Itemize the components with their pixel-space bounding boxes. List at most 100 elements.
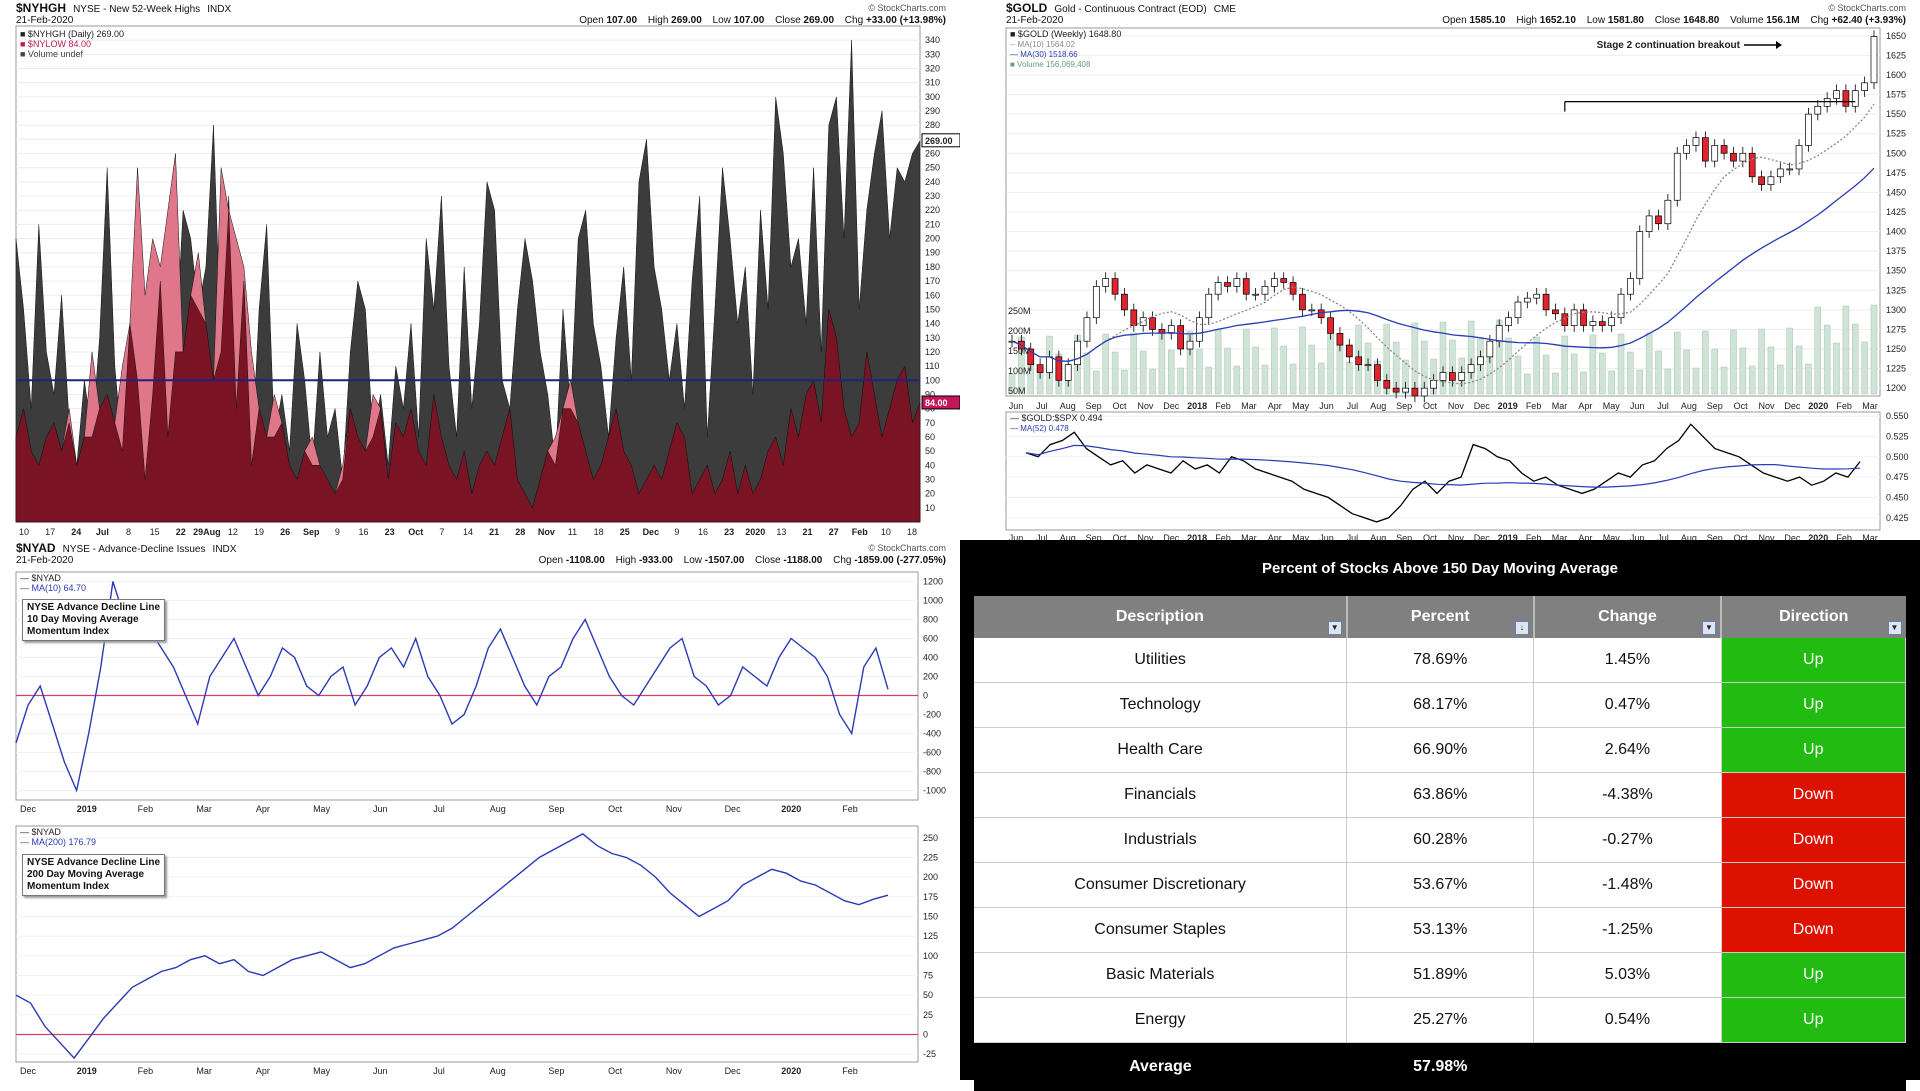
ratio-x-tick-label: Sep: [1707, 533, 1723, 540]
header-direction[interactable]: Direction▼: [1721, 596, 1905, 638]
x-tick-label: Nov: [1137, 401, 1154, 411]
x-tick-label: May: [313, 804, 331, 814]
volume-bar: [1281, 346, 1287, 394]
change-value: -1.25%: [1534, 908, 1721, 953]
header-percent[interactable]: Percent↓: [1347, 596, 1534, 638]
sort-desc-icon[interactable]: ↓: [1515, 621, 1529, 635]
volume-bar: [1824, 325, 1830, 394]
candle-body: [1515, 302, 1521, 318]
candle-body: [1468, 365, 1474, 373]
header-description[interactable]: Description▼: [974, 596, 1347, 638]
percent-value: 60.28%: [1347, 818, 1534, 863]
x-tick-label: 10: [881, 527, 891, 537]
volume-bar: [1571, 354, 1577, 394]
ratio-x-tick-label: Sep: [1396, 533, 1412, 540]
x-tick-label: 2019: [77, 804, 97, 814]
volume-tick-label: 200M: [1008, 326, 1031, 336]
x-tick-label: 16: [359, 527, 369, 537]
volume-bar: [1787, 328, 1793, 394]
nyhgh-panel: $NYHGH NYSE - New 52-Week Highs INDX © S…: [0, 0, 960, 540]
candle-body: [1318, 310, 1324, 318]
x-tick-label: Jun: [373, 1066, 388, 1076]
average-label: Average: [974, 1043, 1347, 1091]
candle-body: [1824, 98, 1830, 106]
filter-dropdown-icon[interactable]: ▼: [1888, 621, 1902, 635]
x-tick-label: 11: [568, 527, 577, 537]
nyhgh-exchange: INDX: [207, 4, 231, 15]
x-tick-label: 27: [829, 527, 839, 537]
y-tick-label: 1200: [923, 577, 943, 587]
candle-body: [1140, 318, 1146, 326]
x-tick-label: Feb: [1836, 401, 1852, 411]
candle-body: [1121, 294, 1127, 310]
legend-volume: ■ Volume 156,069,408: [1010, 60, 1091, 69]
ratio-tick-label: 0.475: [1886, 472, 1909, 482]
volume-tick-label: 100M: [1008, 366, 1031, 376]
candle-body: [1740, 153, 1746, 161]
x-tick-label: Jul: [433, 804, 445, 814]
y-tick-label: 330: [925, 49, 940, 59]
x-tick-label: 15: [150, 527, 160, 537]
legend-ma10: -- MA(10) 1564.02: [1010, 40, 1075, 49]
header-change[interactable]: Change▼: [1534, 596, 1721, 638]
y-tick-label: 1375: [1886, 246, 1906, 256]
y-tick-label: 125: [923, 931, 938, 941]
volume-bar: [1852, 324, 1858, 394]
volume-bar: [1834, 343, 1840, 394]
volume-bar: [1768, 347, 1774, 394]
filter-dropdown-icon[interactable]: ▼: [1702, 621, 1716, 635]
y-tick-label: 1400: [1886, 227, 1906, 237]
candle-body: [1477, 357, 1483, 365]
candle-body: [1871, 37, 1877, 83]
ratio-x-tick-label: Nov: [1448, 533, 1465, 540]
volume-bar: [1712, 349, 1718, 394]
legend-lows: ■ $NYLOW 84.00: [20, 39, 91, 49]
candle-body: [1131, 310, 1137, 326]
x-tick-label: Dec: [1163, 401, 1180, 411]
volume-bar: [1562, 336, 1568, 394]
direction-badge: Up: [1721, 953, 1905, 998]
volume-bar: [1299, 327, 1305, 394]
ratio-x-tick-label: Sep: [1086, 533, 1102, 540]
ratio-x-tick-label: Apr: [1268, 533, 1282, 540]
sector-name: Technology: [974, 683, 1347, 728]
volume-tick-label: 50M: [1008, 386, 1026, 396]
filter-dropdown-icon[interactable]: ▼: [1328, 621, 1342, 635]
percent-value: 25.27%: [1347, 998, 1534, 1043]
sector-name: Basic Materials: [974, 953, 1347, 998]
sector-name: Utilities: [974, 638, 1347, 683]
table-header-row: Description▼ Percent↓ Change▼ Direction▼: [974, 596, 1906, 638]
volume-bar: [1215, 330, 1221, 394]
x-tick-label: Jun: [1009, 401, 1024, 411]
x-tick-label: Jul: [1657, 401, 1669, 411]
x-tick-label: 2020: [745, 527, 765, 537]
candle-body: [1684, 145, 1690, 153]
candle-body: [1187, 341, 1193, 349]
legend-volume: ■ Volume undef: [20, 49, 83, 59]
y-tick-label: 180: [925, 262, 940, 272]
ratio-x-tick-label: Feb: [1215, 533, 1231, 540]
x-tick-label: Oct: [1734, 401, 1749, 411]
ratio-x-tick-label: Oct: [1423, 533, 1438, 540]
ratio-x-tick-label: Jul: [1036, 533, 1048, 540]
volume-bar: [1552, 373, 1558, 394]
candle-body: [1084, 318, 1090, 341]
candle-body: [1637, 232, 1643, 279]
x-tick-label: 22: [176, 527, 186, 537]
candle-body: [1768, 177, 1774, 185]
y-tick-label: 600: [923, 634, 938, 644]
y-tick-label: -25: [923, 1049, 936, 1059]
x-tick-label: Mar: [196, 1066, 212, 1076]
candle-body: [1243, 279, 1249, 295]
y-tick-label: 230: [925, 191, 940, 201]
candle-body: [1506, 318, 1512, 326]
x-tick-label: Feb: [852, 527, 869, 537]
y-tick-label: 175: [923, 892, 938, 902]
x-tick-label: Nov: [666, 804, 683, 814]
gold-source: © StockCharts.com: [1828, 2, 1906, 14]
volume-bar: [1749, 366, 1755, 394]
sector-name: Consumer Staples: [974, 908, 1347, 953]
x-tick-label: Mar: [196, 804, 212, 814]
